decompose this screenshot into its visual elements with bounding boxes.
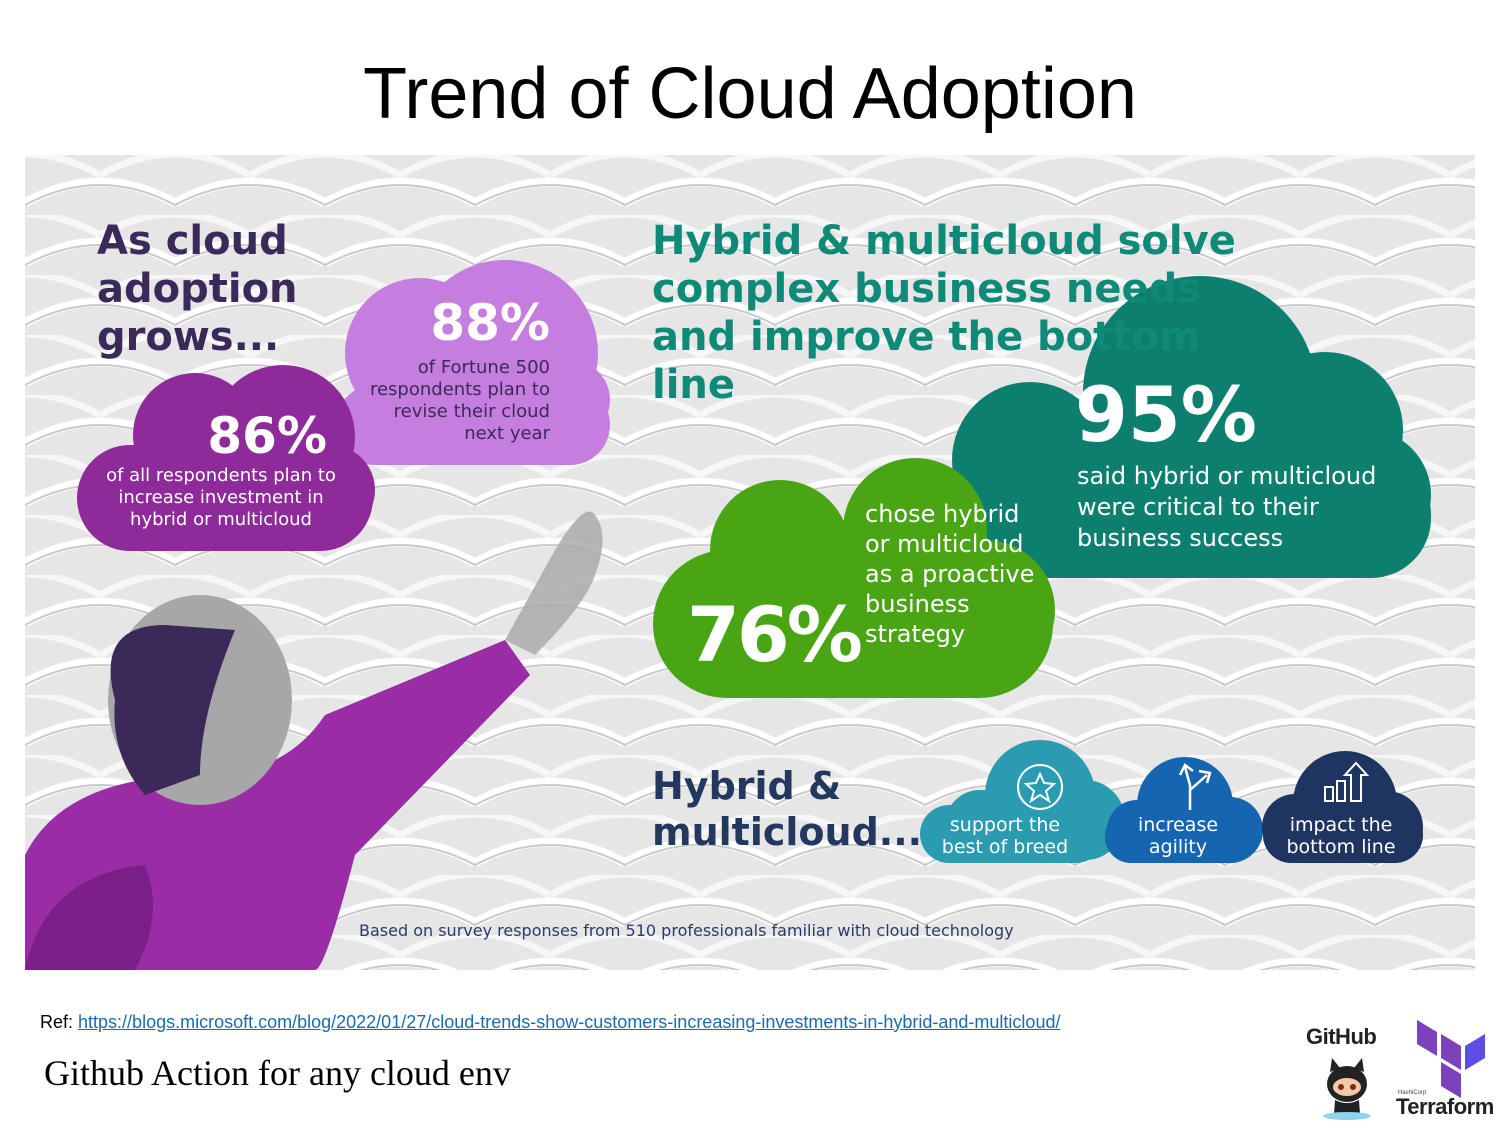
- reference-prefix: Ref:: [40, 1012, 74, 1032]
- github-wordmark: GitHub: [1306, 1024, 1377, 1049]
- cloud-86-percent: 86%: [207, 407, 327, 465]
- benefit-cloud-2-shape: [1105, 757, 1263, 863]
- cloud-95-text: said hybrid or multicloud were critical …: [1077, 462, 1377, 552]
- cloud-88-shape: [335, 260, 610, 465]
- cloud-86-text: of all respondents plan to increase inve…: [106, 465, 336, 530]
- github-octocat-icon: [1323, 1058, 1371, 1120]
- survey-footnote: Based on survey responses from 510 profe…: [359, 921, 1014, 940]
- cloud-88-text: of Fortune 500 respondents plan to revis…: [369, 357, 550, 444]
- reference-link[interactable]: https://blogs.microsoft.com/blog/2022/01…: [78, 1012, 1061, 1032]
- bar-growth-icon: [1324, 761, 1370, 802]
- person-illustration: [25, 511, 603, 970]
- benefit-label-best-of-breed: support the best of breed: [941, 814, 1069, 858]
- terraform-maker: HashiCorp: [1398, 1090, 1427, 1096]
- terraform-icon: [1417, 1020, 1485, 1098]
- split-arrow-icon: [1178, 763, 1212, 810]
- slide-title: Trend of Cloud Adoption: [363, 54, 1137, 134]
- cloud-88-percent: 88%: [430, 294, 550, 352]
- cloud-76-percent: 76%: [687, 590, 863, 679]
- reference-line: Ref: https://blogs.microsoft.com/blog/20…: [40, 1012, 1060, 1033]
- star-icon: [1017, 764, 1063, 810]
- cloud-76-shape: [653, 458, 1055, 698]
- infographic-artwork: [25, 155, 1475, 970]
- benefit-cloud-3-shape: [1262, 751, 1423, 863]
- cloud-95-percent: 95%: [1075, 370, 1257, 459]
- cloud-95-shape: [952, 276, 1431, 578]
- bottom-heading: Hybrid & multicloud...: [652, 764, 923, 854]
- cloud-76-text: chose hybrid or multicloud as a proactiv…: [865, 500, 1035, 648]
- left-heading: As cloud adoption grows...: [97, 218, 298, 360]
- benefit-label-agility: increase agility: [1137, 814, 1219, 858]
- cloud-86-shape: [77, 365, 375, 551]
- right-heading: Hybrid & multicloud solve complex busine…: [652, 218, 1236, 408]
- benefit-label-bottom-line: impact the bottom line: [1286, 814, 1396, 858]
- slide-subtitle: Github Action for any cloud env: [44, 1053, 511, 1093]
- cloud-adoption-infographic: As cloud adoption grows... 88% of Fortun…: [25, 155, 1475, 970]
- terraform-wordmark: Terraform: [1396, 1094, 1494, 1119]
